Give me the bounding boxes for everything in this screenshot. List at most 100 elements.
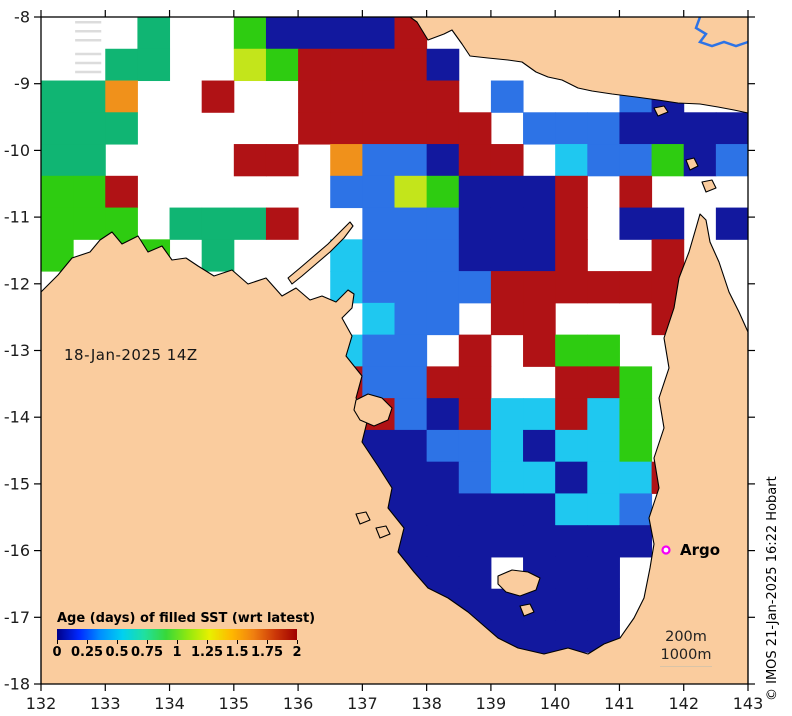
land-layer	[40, 16, 749, 685]
data-cell	[362, 302, 395, 336]
date-label: 18-Jan-2025 14Z	[64, 346, 198, 364]
data-cell	[265, 207, 299, 240]
y-axis-label: -15	[4, 474, 30, 493]
x-axis-label: 136	[283, 694, 314, 713]
data-cell	[651, 207, 685, 240]
data-cell	[555, 398, 588, 431]
data-cell	[715, 144, 749, 177]
data-cell	[105, 112, 138, 145]
data-cell	[394, 429, 428, 463]
islet-torres-2	[701, 179, 717, 193]
data-cell	[426, 271, 460, 304]
data-cell-gray-streak	[75, 70, 102, 74]
data-cell	[73, 207, 106, 240]
data-cell	[490, 429, 524, 463]
data-cell	[715, 112, 749, 145]
data-cell	[490, 239, 524, 272]
data-cell	[458, 366, 492, 399]
data-cell	[458, 556, 492, 590]
data-cell	[555, 207, 588, 240]
data-cell	[362, 271, 395, 304]
data-cell	[458, 398, 492, 431]
data-cell	[362, 80, 395, 113]
data-cell	[330, 17, 363, 50]
data-cell	[298, 17, 331, 50]
legend-tick	[297, 640, 298, 644]
data-cell	[137, 17, 171, 50]
x-axis-label: 138	[411, 694, 442, 713]
data-cell	[426, 366, 460, 399]
data-cell	[458, 525, 492, 558]
data-cell	[41, 112, 74, 145]
depth-label-1000m: 1000m	[660, 647, 712, 663]
legend-tick-label: 0.5	[105, 645, 129, 660]
data-cell	[490, 525, 524, 558]
legend-colorbar	[57, 629, 297, 640]
data-cell	[490, 461, 524, 494]
data-cell	[523, 112, 556, 145]
legend-tick-label: 0	[52, 645, 62, 660]
data-cell	[619, 112, 653, 145]
data-cell	[555, 366, 588, 399]
depth-label-200m: 200m	[665, 629, 707, 645]
data-cell	[523, 493, 556, 526]
islet-sir-edward-pellew-1	[355, 511, 371, 525]
data-cell	[458, 271, 492, 304]
contour-line-sample	[660, 666, 712, 667]
data-cell	[458, 429, 492, 463]
data-cell	[362, 48, 395, 82]
data-cell	[394, 271, 428, 304]
data-cell	[490, 175, 524, 209]
islet-torres-1	[685, 157, 699, 171]
legend-title: Age (days) of filled SST (wrt latest)	[57, 611, 316, 626]
data-cell	[651, 144, 685, 177]
legend-tick	[57, 640, 58, 644]
data-cell	[362, 207, 395, 240]
data-cell	[555, 429, 588, 463]
data-cell	[41, 80, 74, 113]
data-cell	[555, 334, 588, 367]
x-axis-label: 139	[476, 694, 507, 713]
data-cell	[458, 334, 492, 367]
data-cell	[555, 588, 588, 621]
islet-south-gulf	[519, 603, 535, 617]
data-cell	[394, 398, 428, 431]
legend-tick-label: 1.75	[250, 645, 284, 660]
data-cell	[298, 80, 331, 113]
data-cell	[490, 207, 524, 240]
data-cell	[587, 493, 620, 526]
data-cell	[523, 175, 556, 209]
data-cell	[651, 112, 685, 145]
data-cell	[619, 207, 653, 240]
data-cell	[330, 175, 363, 209]
data-cell	[426, 239, 460, 272]
island-mornington	[497, 569, 541, 597]
data-cell	[619, 144, 653, 177]
data-cell	[555, 112, 588, 145]
data-cell	[362, 334, 395, 367]
data-cell	[619, 175, 653, 209]
data-cell	[555, 239, 588, 272]
data-cell	[426, 48, 460, 82]
data-cell	[490, 493, 524, 526]
data-cell	[523, 398, 556, 431]
legend-tick-label: 1.5	[225, 645, 249, 660]
data-cell	[619, 429, 653, 463]
data-cell	[426, 493, 460, 526]
data-cell	[458, 175, 492, 209]
copyright-vertical: © IMOS 21-Jan-2025 16:22 Hobart	[765, 476, 780, 701]
legend-tick	[267, 640, 268, 644]
y-axis-label: -16	[4, 541, 30, 560]
data-cell	[458, 112, 492, 145]
data-cell	[523, 302, 556, 336]
data-cell	[201, 239, 235, 272]
legend-tick	[207, 640, 208, 644]
data-cell	[394, 175, 428, 209]
data-cell	[523, 620, 556, 653]
data-cell	[587, 112, 620, 145]
data-cell	[587, 334, 620, 367]
data-cell	[362, 17, 395, 50]
x-axis-label: 135	[219, 694, 250, 713]
